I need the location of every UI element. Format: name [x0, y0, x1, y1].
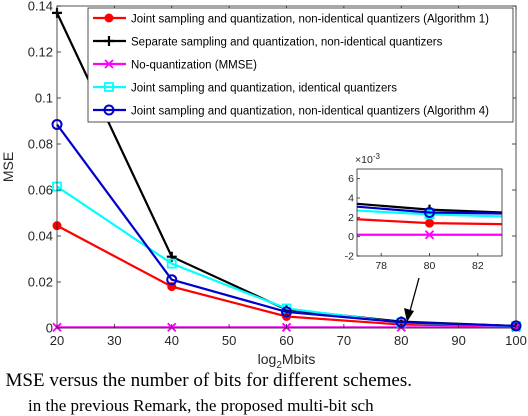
- x-tick-label-3: 50: [222, 333, 236, 348]
- inset-series-2-point: [424, 230, 435, 240]
- x-tick-label-4: 60: [279, 333, 293, 348]
- inset-series-line-4: [356, 205, 503, 215]
- y-tick-label-4: 0.08: [28, 137, 53, 152]
- y-tick-label-6: 0.12: [28, 45, 53, 60]
- inset-y-tick-label-4: 6: [348, 173, 354, 185]
- inset-y-tick-label-1: 0: [348, 231, 354, 243]
- legend-label-4: Joint sampling and quantization, non-ide…: [131, 106, 489, 118]
- inset-exponent-power: -3: [373, 152, 381, 161]
- x-tick-label-2: 40: [165, 333, 179, 348]
- x-tick-label-7: 90: [451, 333, 465, 348]
- x-axis-label-main: log: [258, 351, 277, 367]
- legend-label-1: Separate sampling and quantization, non-…: [131, 37, 443, 49]
- x-axis-label-subscript: 2: [276, 360, 282, 371]
- y-tick-label-2: 0.04: [28, 229, 53, 244]
- inset-y-tick-label-2: 2: [348, 212, 354, 224]
- inset-arrow-head: [404, 308, 414, 322]
- y-tick-label-7: 0.14: [28, 0, 53, 14]
- inset-exponent-base: ×10: [355, 154, 373, 166]
- series-3-point-1: [166, 258, 177, 269]
- main-plot: 20 30 40 50 60 70 80 90 10000.020.040.060.080.10…: [0, 0, 527, 371]
- inset-x-tick-label-2: 82: [472, 260, 484, 272]
- x-tick-label-8: 100: [505, 333, 527, 348]
- legend-label-3: Joint sampling and quantization, identic…: [131, 83, 397, 95]
- inset-y-tick-label-3: 4: [348, 193, 354, 205]
- y-tick-label-5: 0.1: [35, 91, 53, 106]
- legend-marker-1: [104, 36, 114, 46]
- inset-x-tick-label-1: 80: [424, 260, 436, 272]
- x-tick-label-5: 70: [337, 333, 351, 348]
- inset-plot: 78 80 82 -2 0 2 4 6×10-3: [345, 152, 503, 272]
- x-axis-label: log2Mbits: [258, 351, 316, 371]
- y-tick-label-1: 0.02: [28, 275, 53, 290]
- series-4-point-1: [166, 274, 178, 286]
- series-4-point-2: [281, 306, 292, 318]
- inset-series-4-point: [424, 207, 435, 218]
- legend-marker-3: [104, 82, 114, 92]
- inset-arrow-shaft: [409, 277, 420, 312]
- x-tick-label-0: 20: [50, 333, 64, 348]
- series-line-4: [56, 123, 517, 328]
- y-tick-label-3: 0.06: [28, 183, 53, 198]
- x-axis-label-rest: Mbits: [282, 351, 315, 367]
- x-tick-label-6: 80: [394, 333, 408, 348]
- y-axis-label: MSE: [0, 152, 16, 182]
- legend-box: [87, 7, 514, 123]
- y-tick-label-0: 0: [46, 321, 53, 336]
- legend-label-0: Joint sampling and quantization, non-ide…: [131, 14, 489, 26]
- body-text-line: in the previous Remark, the proposed mul…: [28, 396, 374, 415]
- figure-caption: . MSE versus the number of bits for diff…: [0, 370, 412, 391]
- legend: Joint sampling and quantization, non-ide…: [87, 7, 514, 123]
- inset-series-line-3: [356, 209, 503, 218]
- inset-series-0-point: [425, 218, 434, 228]
- legend-marker-2: [104, 59, 114, 69]
- legend-label-2: No-quantization (MMSE): [131, 60, 257, 72]
- inset-x-tick-label-0: 78: [375, 260, 387, 272]
- inset-arrow: [404, 277, 420, 322]
- inset-y-tick-label-0: -2: [345, 251, 354, 263]
- x-tick-label-1: 30: [107, 333, 121, 348]
- legend-marker-4: [103, 104, 115, 116]
- legend-marker-0: [104, 13, 114, 23]
- inset-exponent: ×10-3: [355, 152, 380, 166]
